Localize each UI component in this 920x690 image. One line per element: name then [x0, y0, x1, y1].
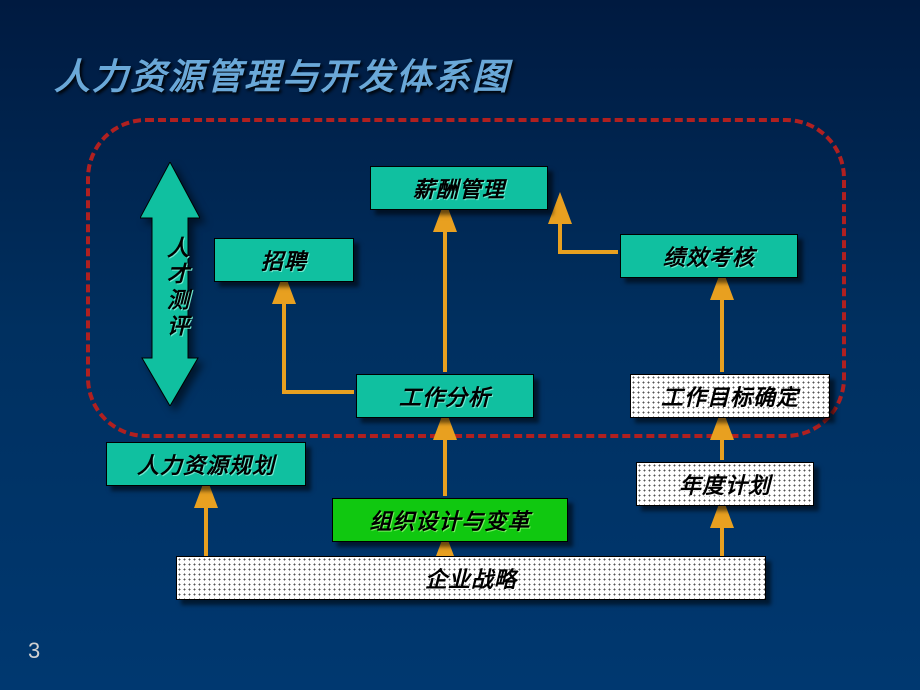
box-job-analysis: 工作分析: [356, 374, 534, 418]
box-org-design: 组织设计与变革: [332, 498, 568, 542]
box-recruit: 招聘: [214, 238, 354, 282]
box-strategy: 企业战略: [176, 556, 766, 600]
page-number: 3: [28, 638, 40, 664]
box-year-plan: 年度计划: [636, 462, 814, 506]
box-hr-plan: 人力资源规划: [106, 442, 306, 486]
page-title: 人力资源管理与开发体系图: [54, 48, 510, 100]
box-performance: 绩效考核: [620, 234, 798, 278]
box-goal: 工作目标确定: [630, 374, 830, 418]
box-talent-label: 人才测评: [148, 236, 192, 340]
box-salary: 薪酬管理: [370, 166, 548, 210]
